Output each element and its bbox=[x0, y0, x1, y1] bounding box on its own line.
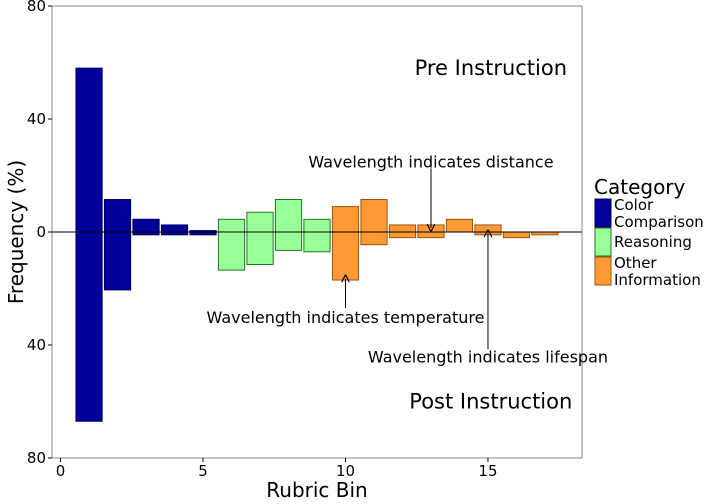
y-tick-label: 80 bbox=[27, 0, 46, 15]
legend-label-3: Information bbox=[614, 271, 701, 289]
bars-group bbox=[75, 67, 559, 422]
annotation-text-2: Wavelength indicates temperature bbox=[207, 308, 485, 327]
bar-pre-bin-12 bbox=[388, 224, 417, 233]
bar-post-bin-13 bbox=[417, 231, 445, 239]
bar-post-bin-2 bbox=[103, 231, 132, 291]
x-tick-label: 5 bbox=[198, 462, 208, 480]
x-axis-title: Rubric Bin bbox=[266, 478, 367, 502]
legend-label-1: Comparison bbox=[614, 213, 704, 231]
bar-pre-bin-6 bbox=[217, 218, 246, 233]
annotations-group: Wavelength indicates distance Wavelength … bbox=[207, 152, 608, 366]
bar-pre-bin-3 bbox=[132, 218, 160, 233]
bar-post-bin-10 bbox=[331, 231, 360, 281]
y-tick-label: 0 bbox=[36, 223, 46, 241]
y-tick-label: 40 bbox=[27, 336, 46, 354]
legend-key-1 bbox=[594, 198, 612, 228]
x-axis: 0 5 10 15 bbox=[56, 458, 498, 480]
x-tick-label: 15 bbox=[478, 462, 497, 480]
bar-pre-bin-15 bbox=[474, 224, 502, 233]
bar-pre-bin-4 bbox=[160, 224, 189, 233]
bar-post-bin-9 bbox=[303, 231, 331, 253]
region-label-pre: Pre Instruction bbox=[415, 56, 567, 80]
bar-post-bin-7 bbox=[246, 231, 274, 265]
y-tick-label: 80 bbox=[27, 449, 46, 467]
legend-label-1: Color bbox=[614, 196, 654, 214]
legend-key-3 bbox=[594, 256, 612, 286]
bar-pre-bin-10 bbox=[331, 206, 360, 233]
bar-pre-bin-8 bbox=[274, 199, 303, 233]
region-label-post: Post Instruction bbox=[409, 390, 572, 414]
bar-post-bin-12 bbox=[388, 231, 417, 239]
y-axis: 80 40 0 40 80 bbox=[27, 0, 52, 467]
bar-pre-bin-7 bbox=[246, 211, 274, 233]
annotation-text-3: Wavelength indicates lifespan bbox=[368, 347, 608, 366]
legend-label-2: Reasoning bbox=[614, 233, 692, 251]
bar-pre-bin-11 bbox=[360, 199, 388, 233]
bar-post-bin-6 bbox=[217, 231, 246, 271]
bar-post-bin-16 bbox=[502, 231, 531, 239]
bar-post-bin-8 bbox=[274, 231, 303, 251]
bar-pre-bin-14 bbox=[445, 218, 474, 233]
bar-pre-bin-9 bbox=[303, 218, 331, 233]
bar-post-bin-1 bbox=[75, 231, 103, 422]
bar-post-bin-11 bbox=[360, 231, 388, 246]
y-tick-label: 40 bbox=[27, 110, 46, 128]
legend-title: Category bbox=[594, 175, 686, 199]
annotation-text-1: Wavelength indicates distance bbox=[308, 152, 553, 171]
legend-label-3: Other bbox=[614, 254, 657, 272]
y-axis-title: Frequency (%) bbox=[4, 160, 28, 304]
x-tick-label: 0 bbox=[56, 462, 66, 480]
x-tick-label: 10 bbox=[336, 462, 355, 480]
bar-pre-bin-1 bbox=[75, 67, 103, 233]
bar-pre-bin-2 bbox=[103, 199, 132, 233]
legend-key-2 bbox=[594, 227, 612, 257]
